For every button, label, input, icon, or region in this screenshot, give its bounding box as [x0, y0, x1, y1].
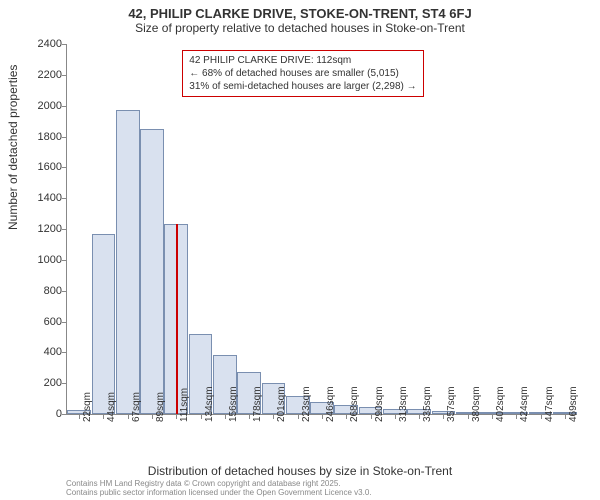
x-tick-label: 380sqm — [471, 386, 482, 422]
x-tick-label: 89sqm — [155, 392, 166, 422]
x-tick — [201, 414, 202, 419]
annotation-line3: 31% of semi-detached houses are larger (… — [189, 80, 416, 93]
x-tick — [322, 414, 323, 419]
x-tick — [152, 414, 153, 419]
y-tick-label: 2000 — [38, 100, 62, 112]
x-tick — [298, 414, 299, 419]
y-tick-label: 2200 — [38, 69, 62, 81]
bar — [116, 110, 140, 414]
x-tick-label: 335sqm — [422, 386, 433, 422]
x-tick — [395, 414, 396, 419]
x-tick-label: 357sqm — [446, 386, 457, 422]
y-tick — [62, 291, 67, 292]
y-tick — [62, 260, 67, 261]
x-tick — [371, 414, 372, 419]
y-tick — [62, 106, 67, 107]
bar — [140, 129, 164, 414]
chart-container: 42, PHILIP CLARKE DRIVE, STOKE-ON-TRENT,… — [0, 0, 600, 500]
y-tick — [62, 352, 67, 353]
x-tick-label: 67sqm — [131, 392, 142, 422]
y-tick — [62, 229, 67, 230]
x-tick-label: 424sqm — [519, 386, 530, 422]
attribution-text: Contains HM Land Registry data © Crown c… — [66, 480, 372, 498]
y-tick — [62, 322, 67, 323]
x-tick — [468, 414, 469, 419]
x-tick-label: 246sqm — [325, 386, 336, 422]
chart-title: 42, PHILIP CLARKE DRIVE, STOKE-ON-TRENT,… — [0, 0, 600, 21]
x-tick — [128, 414, 129, 419]
x-tick-label: 156sqm — [228, 386, 239, 422]
x-axis-label: Distribution of detached houses by size … — [0, 464, 600, 478]
x-tick-label: 290sqm — [374, 386, 385, 422]
x-tick-label: 22sqm — [82, 392, 93, 422]
y-tick — [62, 137, 67, 138]
x-tick — [541, 414, 542, 419]
y-tick-label: 1600 — [38, 161, 62, 173]
x-tick-label: 223sqm — [301, 386, 312, 422]
y-tick-label: 400 — [44, 346, 62, 358]
y-tick-label: 200 — [44, 377, 62, 389]
annotation-line1: 42 PHILIP CLARKE DRIVE: 112sqm — [189, 54, 416, 67]
x-tick — [419, 414, 420, 419]
y-tick — [62, 198, 67, 199]
x-tick-label: 313sqm — [398, 386, 409, 422]
y-tick-label: 800 — [44, 285, 62, 297]
y-tick-label: 0 — [56, 408, 62, 420]
x-tick — [176, 414, 177, 419]
x-tick-label: 447sqm — [544, 386, 555, 422]
x-tick-label: 111sqm — [179, 388, 190, 422]
y-tick — [62, 167, 67, 168]
x-tick-label: 178sqm — [252, 386, 263, 422]
y-tick-label: 1200 — [38, 223, 62, 235]
x-tick — [225, 414, 226, 419]
x-tick — [565, 414, 566, 419]
annotation-line2: ← 68% of detached houses are smaller (5,… — [189, 67, 416, 80]
x-tick-label: 402sqm — [495, 386, 506, 422]
x-tick-label: 134sqm — [204, 386, 215, 422]
x-tick-label: 469sqm — [568, 386, 579, 422]
x-tick-label: 201sqm — [276, 386, 287, 422]
y-tick — [62, 414, 67, 415]
plot-area: 42 PHILIP CLARKE DRIVE: 112sqm← 68% of d… — [66, 44, 577, 415]
y-axis-label: Number of detached properties — [6, 65, 20, 230]
y-tick-label: 1800 — [38, 131, 62, 143]
x-tick-label: 44sqm — [106, 392, 117, 422]
x-tick — [103, 414, 104, 419]
x-tick — [249, 414, 250, 419]
y-tick — [62, 383, 67, 384]
bar — [92, 234, 116, 414]
y-tick-label: 600 — [44, 316, 62, 328]
x-tick — [516, 414, 517, 419]
y-tick-label: 1400 — [38, 192, 62, 204]
x-tick — [79, 414, 80, 419]
subject-marker-line — [176, 224, 178, 414]
attribution-line2: Contains public sector information licen… — [66, 489, 372, 498]
x-tick — [443, 414, 444, 419]
y-tick-label: 2400 — [38, 38, 62, 50]
x-tick — [346, 414, 347, 419]
y-tick — [62, 75, 67, 76]
annotation-box: 42 PHILIP CLARKE DRIVE: 112sqm← 68% of d… — [182, 50, 423, 97]
y-tick-label: 1000 — [38, 254, 62, 266]
x-tick-label: 268sqm — [349, 386, 360, 422]
chart-subtitle: Size of property relative to detached ho… — [0, 21, 600, 39]
x-tick — [492, 414, 493, 419]
y-tick — [62, 44, 67, 45]
x-tick — [273, 414, 274, 419]
